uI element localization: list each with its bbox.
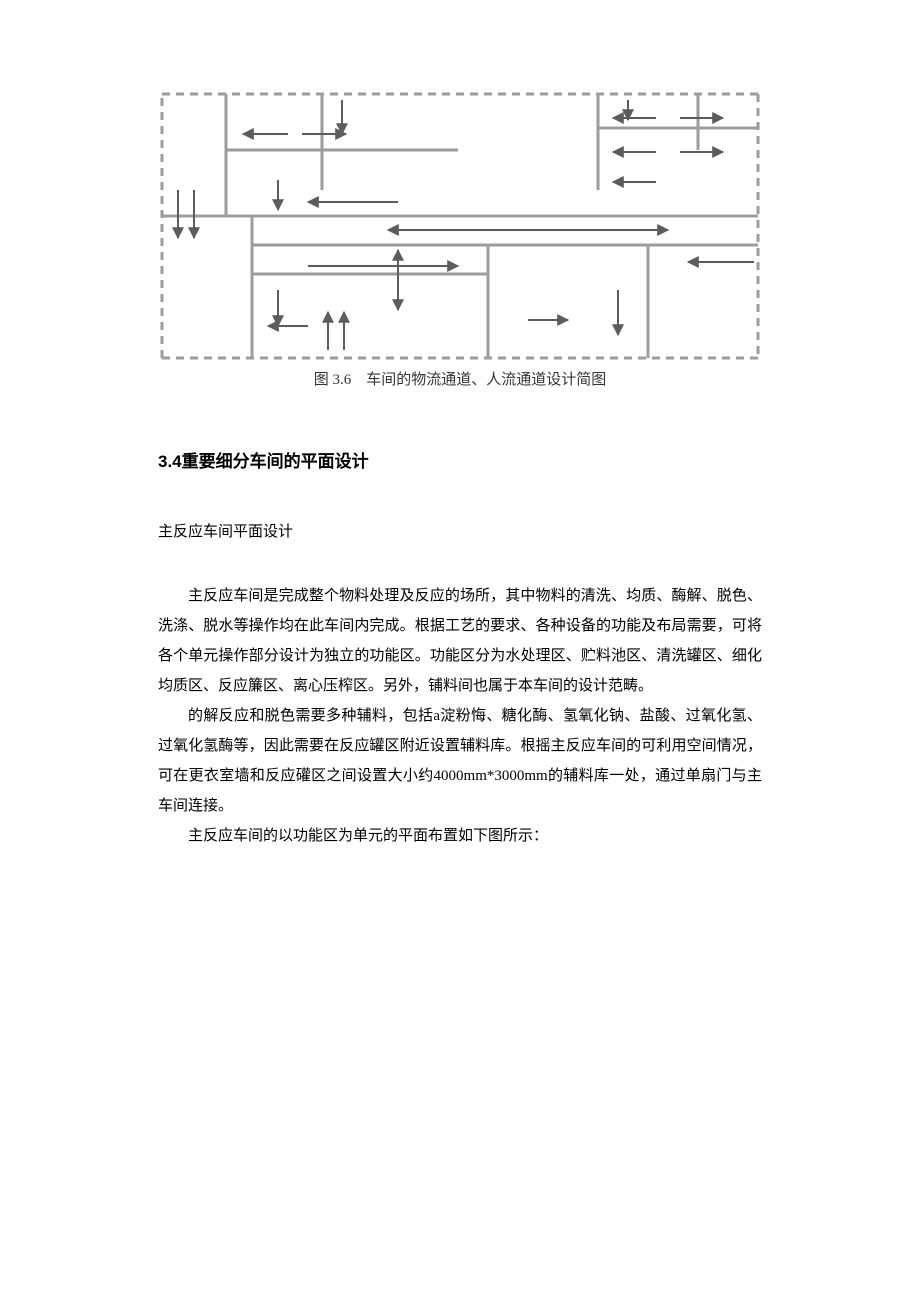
body-paragraph: 主反应车间是完成整个物料处理及反应的场所，其中物料的清洗、均质、酶解、脱色、洗涤…: [158, 581, 762, 701]
figure-caption: 图 3.6 车间的物流通道、人流通道设计简图: [158, 368, 762, 389]
section-heading: 3.4重要细分车间的平面设计: [158, 447, 762, 472]
body-paragraph: 主反应车间的以功能区为单元的平面布置如下图所示：: [158, 821, 762, 851]
floorplan-diagram: [158, 90, 762, 362]
subsection-heading: 主反应车间平面设计: [158, 520, 762, 541]
body-paragraph: 的解反应和脱色需要多种辅料，包括a淀粉悔、糖化酶、氢氧化钠、盐酸、过氧化氢、过氧…: [158, 701, 762, 821]
floorplan-figure: 图 3.6 车间的物流通道、人流通道设计简图: [158, 90, 762, 389]
